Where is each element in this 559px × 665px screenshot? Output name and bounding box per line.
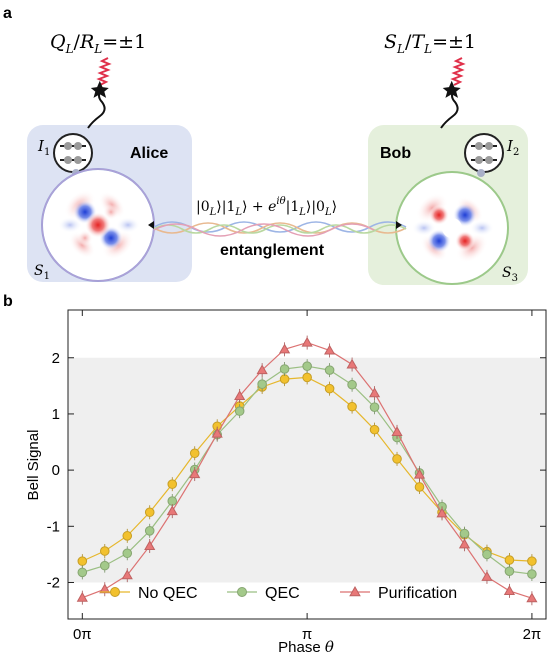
data-point-circle bbox=[302, 361, 312, 371]
legend-label: QEC bbox=[265, 585, 300, 602]
data-point-circle bbox=[459, 528, 470, 539]
data-point-circle bbox=[527, 556, 537, 566]
data-point-triangle bbox=[99, 583, 111, 594]
data-point-circle bbox=[504, 566, 515, 577]
y-tick-label: 2 bbox=[52, 350, 60, 367]
data-point-triangle bbox=[234, 390, 246, 401]
data-point-triangle bbox=[503, 585, 516, 595]
data-point-circle bbox=[167, 479, 178, 489]
y-tick-label: 1 bbox=[52, 406, 60, 423]
data-point-circle bbox=[324, 365, 335, 375]
data-point-circle bbox=[237, 587, 247, 597]
axes: -2 -1 0 1 2 0π π 2π bbox=[47, 310, 546, 643]
data-point-circle bbox=[257, 379, 267, 389]
data-point-triangle bbox=[256, 364, 268, 375]
data-point-triangle bbox=[279, 343, 291, 354]
right-measurement-label: SL/TL=±1 bbox=[384, 31, 476, 56]
data-point-circle bbox=[77, 567, 88, 578]
x-tick-label: 0π bbox=[73, 626, 92, 643]
y-tick-label: -2 bbox=[47, 574, 60, 591]
panel-b: b -2 -1 0 1 2 0π π 2π No QEC QEC Purification Pha… bbox=[3, 293, 547, 656]
data-point-triangle bbox=[144, 540, 156, 551]
x-tick-label: π bbox=[302, 626, 312, 643]
data-point-circle bbox=[144, 525, 155, 536]
data-point-triangle bbox=[436, 507, 448, 518]
storage-left-wigner bbox=[41, 168, 155, 282]
data-point-triangle bbox=[301, 336, 313, 347]
right-readout-signal bbox=[450, 57, 466, 86]
bob-label: Bob bbox=[380, 145, 411, 162]
panel-b-label: b bbox=[3, 293, 13, 310]
right-connector-icon bbox=[442, 80, 461, 98]
data-point-circle bbox=[189, 448, 200, 459]
entanglement-link bbox=[148, 221, 407, 237]
data-point-circle bbox=[110, 587, 120, 597]
data-point-circle bbox=[279, 374, 290, 384]
data-point-circle bbox=[369, 424, 380, 435]
data-point-circle bbox=[414, 482, 425, 492]
y-tick-label: 0 bbox=[52, 462, 60, 479]
data-point-circle bbox=[234, 406, 245, 416]
data-point-triangle bbox=[349, 586, 361, 597]
right-readout-cable bbox=[440, 87, 459, 129]
data-point-triangle bbox=[211, 427, 223, 438]
legend-label: No QEC bbox=[138, 585, 198, 602]
left-connector-icon bbox=[90, 80, 109, 98]
y-tick-label: -1 bbox=[47, 518, 60, 535]
data-point-triangle bbox=[413, 468, 426, 479]
data-point-circle bbox=[504, 555, 515, 565]
ancilla-left-icon bbox=[53, 133, 93, 177]
data-point-triangle bbox=[76, 591, 88, 602]
data-point-triangle bbox=[481, 571, 493, 581]
data-point-circle bbox=[144, 507, 155, 518]
data-point-circle bbox=[122, 531, 133, 541]
data-point-circle bbox=[369, 402, 380, 412]
left-measurement-label: QL/RL=±1 bbox=[50, 31, 146, 56]
legend: No QEC QEC Purification bbox=[100, 585, 457, 602]
data-point-triangle bbox=[166, 505, 178, 516]
data-point-triangle bbox=[458, 538, 471, 549]
data-point-circle bbox=[347, 401, 357, 412]
panel-a-label: a bbox=[3, 5, 12, 22]
data-point-circle bbox=[324, 383, 335, 394]
storage-right-wigner bbox=[395, 171, 509, 285]
data-point-triangle bbox=[346, 358, 358, 369]
data-point-circle bbox=[482, 549, 492, 560]
x-tick-label: 2π bbox=[523, 626, 542, 643]
data-point-triangle bbox=[121, 569, 133, 580]
left-readout-cable bbox=[87, 87, 106, 129]
data-point-triangle bbox=[324, 344, 336, 355]
left-readout-signal bbox=[96, 57, 112, 86]
data-point-circle bbox=[302, 372, 312, 383]
data-point-circle bbox=[527, 569, 537, 579]
series-purification bbox=[76, 335, 538, 606]
data-point-triangle bbox=[526, 592, 538, 603]
bell-state-formula: |0L⟩|1L⟩ + eiθ|1L⟩|0L⟩ bbox=[196, 196, 337, 218]
data-point-circle bbox=[279, 364, 290, 374]
legend-label: Purification bbox=[378, 585, 457, 602]
data-series bbox=[76, 335, 538, 606]
ancilla-right-icon bbox=[464, 133, 504, 177]
x-axis-label: Phase θ bbox=[278, 638, 334, 656]
data-point-circle bbox=[122, 548, 133, 559]
plot-frame bbox=[67, 309, 547, 620]
alice-label: Alice bbox=[130, 145, 168, 162]
data-point-circle bbox=[167, 496, 178, 506]
panel-a: a Alice Bob QL/RL=±1 SL/TL=±1 I1 bbox=[3, 5, 528, 285]
data-point-circle bbox=[347, 379, 357, 390]
y-axis-label: Bell Signal bbox=[25, 430, 42, 501]
data-point-circle bbox=[392, 454, 402, 464]
data-point-triangle bbox=[368, 387, 381, 398]
data-point-circle bbox=[99, 560, 110, 571]
data-point-circle bbox=[99, 546, 110, 556]
data-point-circle bbox=[77, 556, 88, 566]
classical-bound-band bbox=[68, 357, 546, 583]
data-point-triangle bbox=[189, 468, 201, 479]
data-point-triangle bbox=[391, 426, 403, 436]
entanglement-label: entanglement bbox=[220, 242, 325, 259]
